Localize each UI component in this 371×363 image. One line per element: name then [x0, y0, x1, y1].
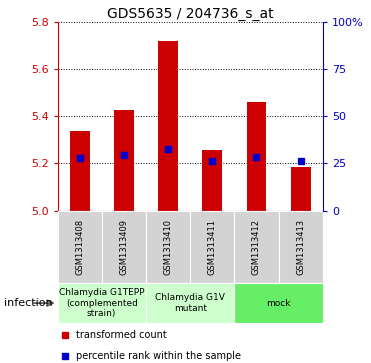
Bar	[291, 167, 311, 211]
Bar	[114, 110, 134, 211]
Bar	[70, 131, 89, 211]
Bar	[146, 283, 234, 323]
Text: infection: infection	[4, 298, 52, 308]
Text: transformed count: transformed count	[76, 330, 167, 340]
Text: percentile rank within the sample: percentile rank within the sample	[76, 351, 241, 361]
Bar	[190, 211, 234, 283]
Text: GSM1313409: GSM1313409	[119, 219, 128, 275]
Text: Chlamydia G1V
mutant: Chlamydia G1V mutant	[155, 293, 225, 313]
Bar	[246, 102, 266, 211]
Bar	[58, 211, 102, 283]
Text: mock: mock	[266, 299, 291, 307]
Text: GSM1313412: GSM1313412	[252, 219, 261, 275]
Text: GSM1313408: GSM1313408	[75, 219, 84, 275]
Text: GSM1313411: GSM1313411	[208, 219, 217, 275]
Bar	[234, 211, 279, 283]
Text: Chlamydia G1TEPP
(complemented
strain): Chlamydia G1TEPP (complemented strain)	[59, 288, 144, 318]
Text: GSM1313413: GSM1313413	[296, 219, 305, 275]
Bar	[158, 41, 178, 211]
Bar	[146, 211, 190, 283]
Bar	[58, 283, 146, 323]
Title: GDS5635 / 204736_s_at: GDS5635 / 204736_s_at	[107, 7, 273, 21]
Bar	[279, 211, 323, 283]
Bar	[202, 150, 222, 211]
Text: GSM1313410: GSM1313410	[164, 219, 173, 275]
Bar	[102, 211, 146, 283]
Bar	[234, 283, 323, 323]
